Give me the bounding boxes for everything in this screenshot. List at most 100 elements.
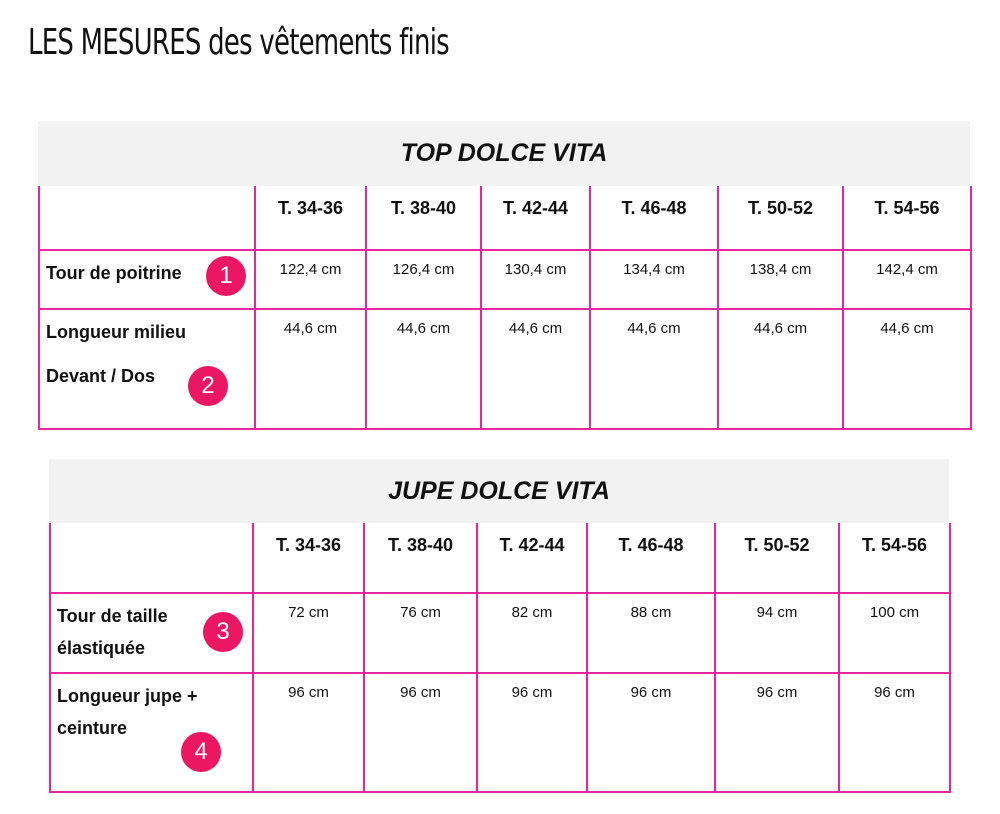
value-cell: 96 cm bbox=[838, 672, 951, 793]
measurement-value: 126,4 cm bbox=[392, 261, 455, 278]
value-cell: 44,6 cm bbox=[589, 308, 719, 430]
measurement-value: 72 cm bbox=[288, 604, 329, 621]
size-header-cell: T. 50-52 bbox=[717, 186, 844, 251]
number-badge: 2 bbox=[188, 366, 228, 406]
number-badge: 1 bbox=[206, 256, 246, 296]
size-header-cell: T. 46-48 bbox=[586, 523, 716, 594]
table-row: Tour de poitrine 1 122,4 cm 126,4 cm 130… bbox=[38, 249, 972, 310]
value-cell: 44,6 cm bbox=[717, 308, 844, 430]
top-measurements-block: TOP DOLCE VITA T. 34-36 T. 38-40 T. 42-4… bbox=[38, 121, 972, 430]
row-label-line: Devant / Dos bbox=[46, 366, 156, 386]
size-header-cell: T. 50-52 bbox=[714, 523, 840, 594]
measurement-value: 96 cm bbox=[630, 684, 672, 701]
measurement-value: 142,4 cm bbox=[876, 261, 938, 278]
value-cell: 88 cm bbox=[586, 592, 716, 674]
table-row: Longueur milieu Devant / Dos 2 44,6 cm 4… bbox=[38, 308, 972, 430]
size-label: T. 46-48 bbox=[621, 198, 687, 218]
row-label-cell: Tour de poitrine 1 bbox=[38, 249, 256, 310]
measurement-value: 138,4 cm bbox=[749, 261, 812, 278]
top-table-title: TOP DOLCE VITA bbox=[400, 139, 608, 167]
size-header-cell: T. 38-40 bbox=[363, 523, 478, 594]
jupe-table-title: JUPE DOLCE VITA bbox=[388, 476, 610, 505]
measurement-value: 44,6 cm bbox=[753, 320, 808, 337]
size-header-cell: T. 54-56 bbox=[842, 186, 972, 251]
measurement-value: 130,4 cm bbox=[504, 261, 567, 278]
top-table-header: TOP DOLCE VITA bbox=[38, 121, 970, 186]
row-label-cell: Longueur milieu Devant / Dos 2 bbox=[38, 308, 256, 430]
row-label-line: Tour de poitrine bbox=[46, 263, 182, 283]
value-cell: 44,6 cm bbox=[365, 308, 482, 430]
measurement-value: 76 cm bbox=[400, 604, 441, 621]
measurement-value: 44,6 cm bbox=[627, 320, 681, 337]
size-header-cell: T. 46-48 bbox=[589, 186, 719, 251]
measurement-value: 96 cm bbox=[511, 684, 553, 701]
measurement-value: 96 cm bbox=[756, 684, 798, 701]
measurement-value: 96 cm bbox=[874, 684, 915, 701]
size-label: T. 38-40 bbox=[390, 198, 457, 218]
size-label: T. 54-56 bbox=[874, 198, 940, 218]
measurement-value: 88 cm bbox=[630, 604, 672, 621]
table-row: Longueur jupe + ceinture 4 96 cm 96 cm 9… bbox=[49, 672, 951, 793]
measurement-value: 96 cm bbox=[400, 684, 441, 701]
value-cell: 76 cm bbox=[363, 592, 478, 674]
empty-corner-cell bbox=[49, 523, 254, 594]
value-cell: 96 cm bbox=[714, 672, 840, 793]
size-label: T. 42-44 bbox=[499, 535, 565, 555]
measurement-value: 134,4 cm bbox=[623, 261, 685, 278]
size-header-cell: T. 42-44 bbox=[480, 186, 591, 251]
row-label-line: élastiquée bbox=[57, 638, 146, 658]
value-cell: 96 cm bbox=[586, 672, 716, 793]
size-label: T. 50-52 bbox=[744, 535, 810, 555]
value-cell: 44,6 cm bbox=[842, 308, 972, 430]
number-badge: 4 bbox=[181, 732, 221, 772]
value-cell: 72 cm bbox=[252, 592, 365, 674]
value-cell: 94 cm bbox=[714, 592, 840, 674]
page-title: LES MESURES des vêtements finis bbox=[28, 22, 450, 63]
size-label: T. 42-44 bbox=[502, 198, 569, 218]
row-label-cell: Longueur jupe + ceinture 4 bbox=[49, 672, 254, 793]
empty-corner-cell bbox=[38, 186, 256, 251]
row-label-cell: Tour de taille élastiquée 3 bbox=[49, 592, 254, 674]
measurement-value: 122,4 cm bbox=[279, 261, 342, 278]
size-label: T. 50-52 bbox=[747, 198, 814, 218]
value-cell: 100 cm bbox=[838, 592, 951, 674]
value-cell: 138,4 cm bbox=[717, 249, 844, 310]
value-cell: 82 cm bbox=[476, 592, 588, 674]
size-label: T. 46-48 bbox=[618, 535, 684, 555]
jupe-measurements-block: JUPE DOLCE VITA T. 34-36 T. 38-40 T. 42-… bbox=[49, 459, 951, 793]
value-cell: 130,4 cm bbox=[480, 249, 591, 310]
row-label-line: Tour de taille bbox=[57, 606, 168, 626]
size-label: T. 54-56 bbox=[861, 535, 928, 555]
measurement-value: 100 cm bbox=[869, 604, 920, 621]
measurement-value: 44,6 cm bbox=[508, 320, 563, 337]
measurement-value: 44,6 cm bbox=[396, 320, 451, 337]
measurement-value: 96 cm bbox=[288, 684, 329, 701]
value-cell: 96 cm bbox=[252, 672, 365, 793]
size-label: T. 34-36 bbox=[275, 535, 342, 555]
value-cell: 44,6 cm bbox=[480, 308, 591, 430]
jupe-measurements-table: T. 34-36 T. 38-40 T. 42-44 T. 46-48 T. 5… bbox=[49, 523, 951, 793]
top-measurements-table: T. 34-36 T. 38-40 T. 42-44 T. 46-48 T. 5… bbox=[38, 186, 972, 430]
table-row: Tour de taille élastiquée 3 72 cm 76 cm … bbox=[49, 592, 951, 674]
jupe-table-header: JUPE DOLCE VITA bbox=[49, 459, 949, 523]
size-header-row: T. 34-36 T. 38-40 T. 42-44 T. 46-48 T. 5… bbox=[49, 523, 951, 594]
size-header-cell: T. 34-36 bbox=[254, 186, 367, 251]
row-label-line: ceinture bbox=[57, 718, 128, 738]
size-header-cell: T. 42-44 bbox=[476, 523, 588, 594]
size-header-cell: T. 38-40 bbox=[365, 186, 482, 251]
size-label: T. 38-40 bbox=[387, 535, 454, 555]
value-cell: 142,4 cm bbox=[842, 249, 972, 310]
measurement-value: 44,6 cm bbox=[283, 320, 338, 337]
value-cell: 122,4 cm bbox=[254, 249, 367, 310]
size-header-cell: T. 54-56 bbox=[838, 523, 951, 594]
number-badge: 3 bbox=[203, 612, 243, 652]
measurement-value: 44,6 cm bbox=[880, 320, 934, 337]
value-cell: 126,4 cm bbox=[365, 249, 482, 310]
value-cell: 44,6 cm bbox=[254, 308, 367, 430]
row-label-line: Longueur milieu bbox=[46, 322, 187, 342]
value-cell: 96 cm bbox=[363, 672, 478, 793]
value-cell: 96 cm bbox=[476, 672, 588, 793]
measurement-value: 94 cm bbox=[756, 604, 798, 621]
size-label: T. 34-36 bbox=[277, 198, 344, 218]
measurement-value: 82 cm bbox=[511, 604, 553, 621]
